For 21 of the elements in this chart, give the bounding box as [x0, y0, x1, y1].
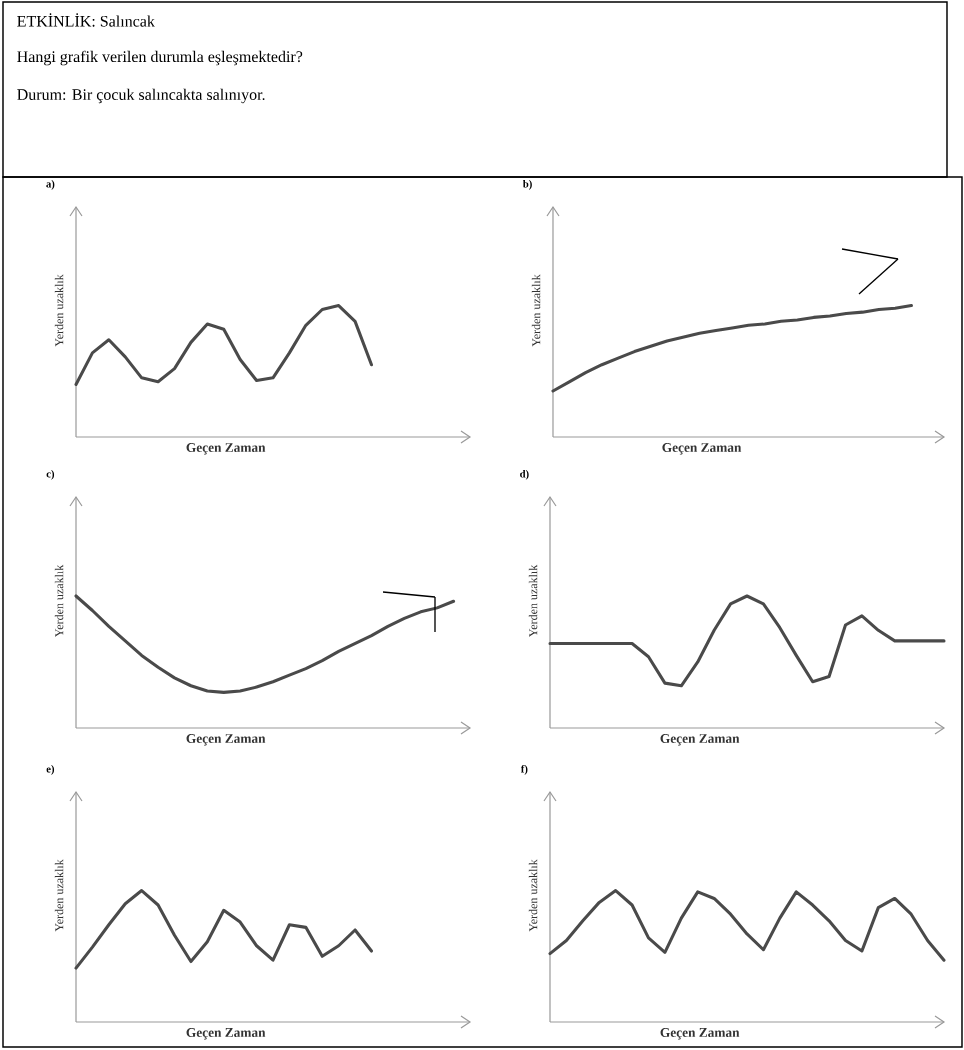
y-axis-title: Yerden uzaklık [54, 859, 64, 932]
text: Hangi grafik verilen durumla eşleşmektedir? [17, 50, 303, 66]
y-axis-title: Yerden uzaklık [531, 274, 541, 347]
x-axis-title: Geçen Zaman [186, 443, 266, 455]
x-axis-title: Geçen Zaman [186, 734, 266, 746]
chart-title: a) [46, 180, 55, 190]
x-axis-title: Geçen Zaman [662, 443, 742, 455]
text: ETKİNLİK: Salıncak [17, 13, 155, 27]
chart-title: f) [520, 764, 528, 775]
x-axis-title: Geçen Zaman [660, 734, 740, 746]
chart-title: e) [46, 765, 55, 775]
chart-title: b) [522, 180, 532, 190]
y-axis-title: Yerden uzaklık [54, 274, 64, 347]
y-axis-title: Yerden uzaklık [54, 564, 64, 638]
chart-title: c) [46, 469, 55, 480]
y-axis-title: Yerden uzaklık [528, 564, 538, 638]
chart-title: d) [520, 469, 529, 480]
y-axis-title: Yerden uzaklık [528, 859, 538, 932]
x-axis-title: Geçen Zaman [660, 1028, 740, 1040]
text: Durum: Bir çocuk salıncakta salınıyor. [17, 88, 265, 104]
x-axis-title: Geçen Zaman [186, 1028, 266, 1040]
